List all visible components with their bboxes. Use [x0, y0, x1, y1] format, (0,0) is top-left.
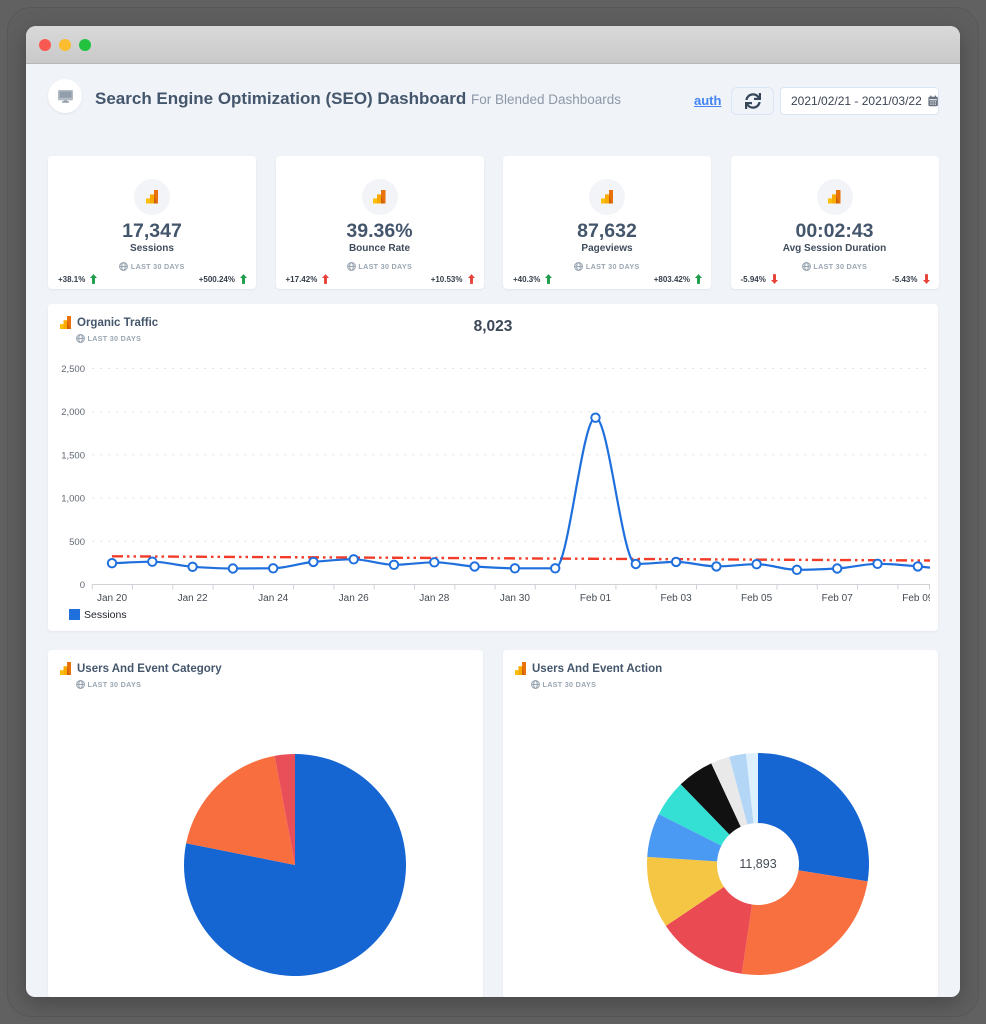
svg-text:Feb 01: Feb 01	[580, 593, 612, 604]
svg-text:Jan 30: Jan 30	[500, 593, 530, 604]
svg-text:Feb 03: Feb 03	[661, 593, 693, 604]
svg-text:500: 500	[69, 537, 85, 548]
svg-text:Feb 07: Feb 07	[822, 593, 854, 604]
svg-text:Jan 22: Jan 22	[178, 593, 208, 604]
svg-text:2,500: 2,500	[61, 364, 85, 375]
svg-text:1,000: 1,000	[61, 494, 85, 505]
svg-text:2,000: 2,000	[61, 407, 85, 418]
svg-text:Feb 09: Feb 09	[902, 593, 934, 604]
svg-text:Jan 20: Jan 20	[97, 593, 127, 604]
svg-text:Feb 05: Feb 05	[741, 593, 773, 604]
svg-text:Jan 26: Jan 26	[339, 593, 369, 604]
svg-text:0: 0	[80, 580, 85, 591]
svg-text:Sessions: Sessions	[84, 609, 127, 621]
svg-text:1,500: 1,500	[61, 450, 85, 461]
svg-text:Jan 28: Jan 28	[419, 593, 449, 604]
svg-text:Jan 24: Jan 24	[258, 593, 288, 604]
